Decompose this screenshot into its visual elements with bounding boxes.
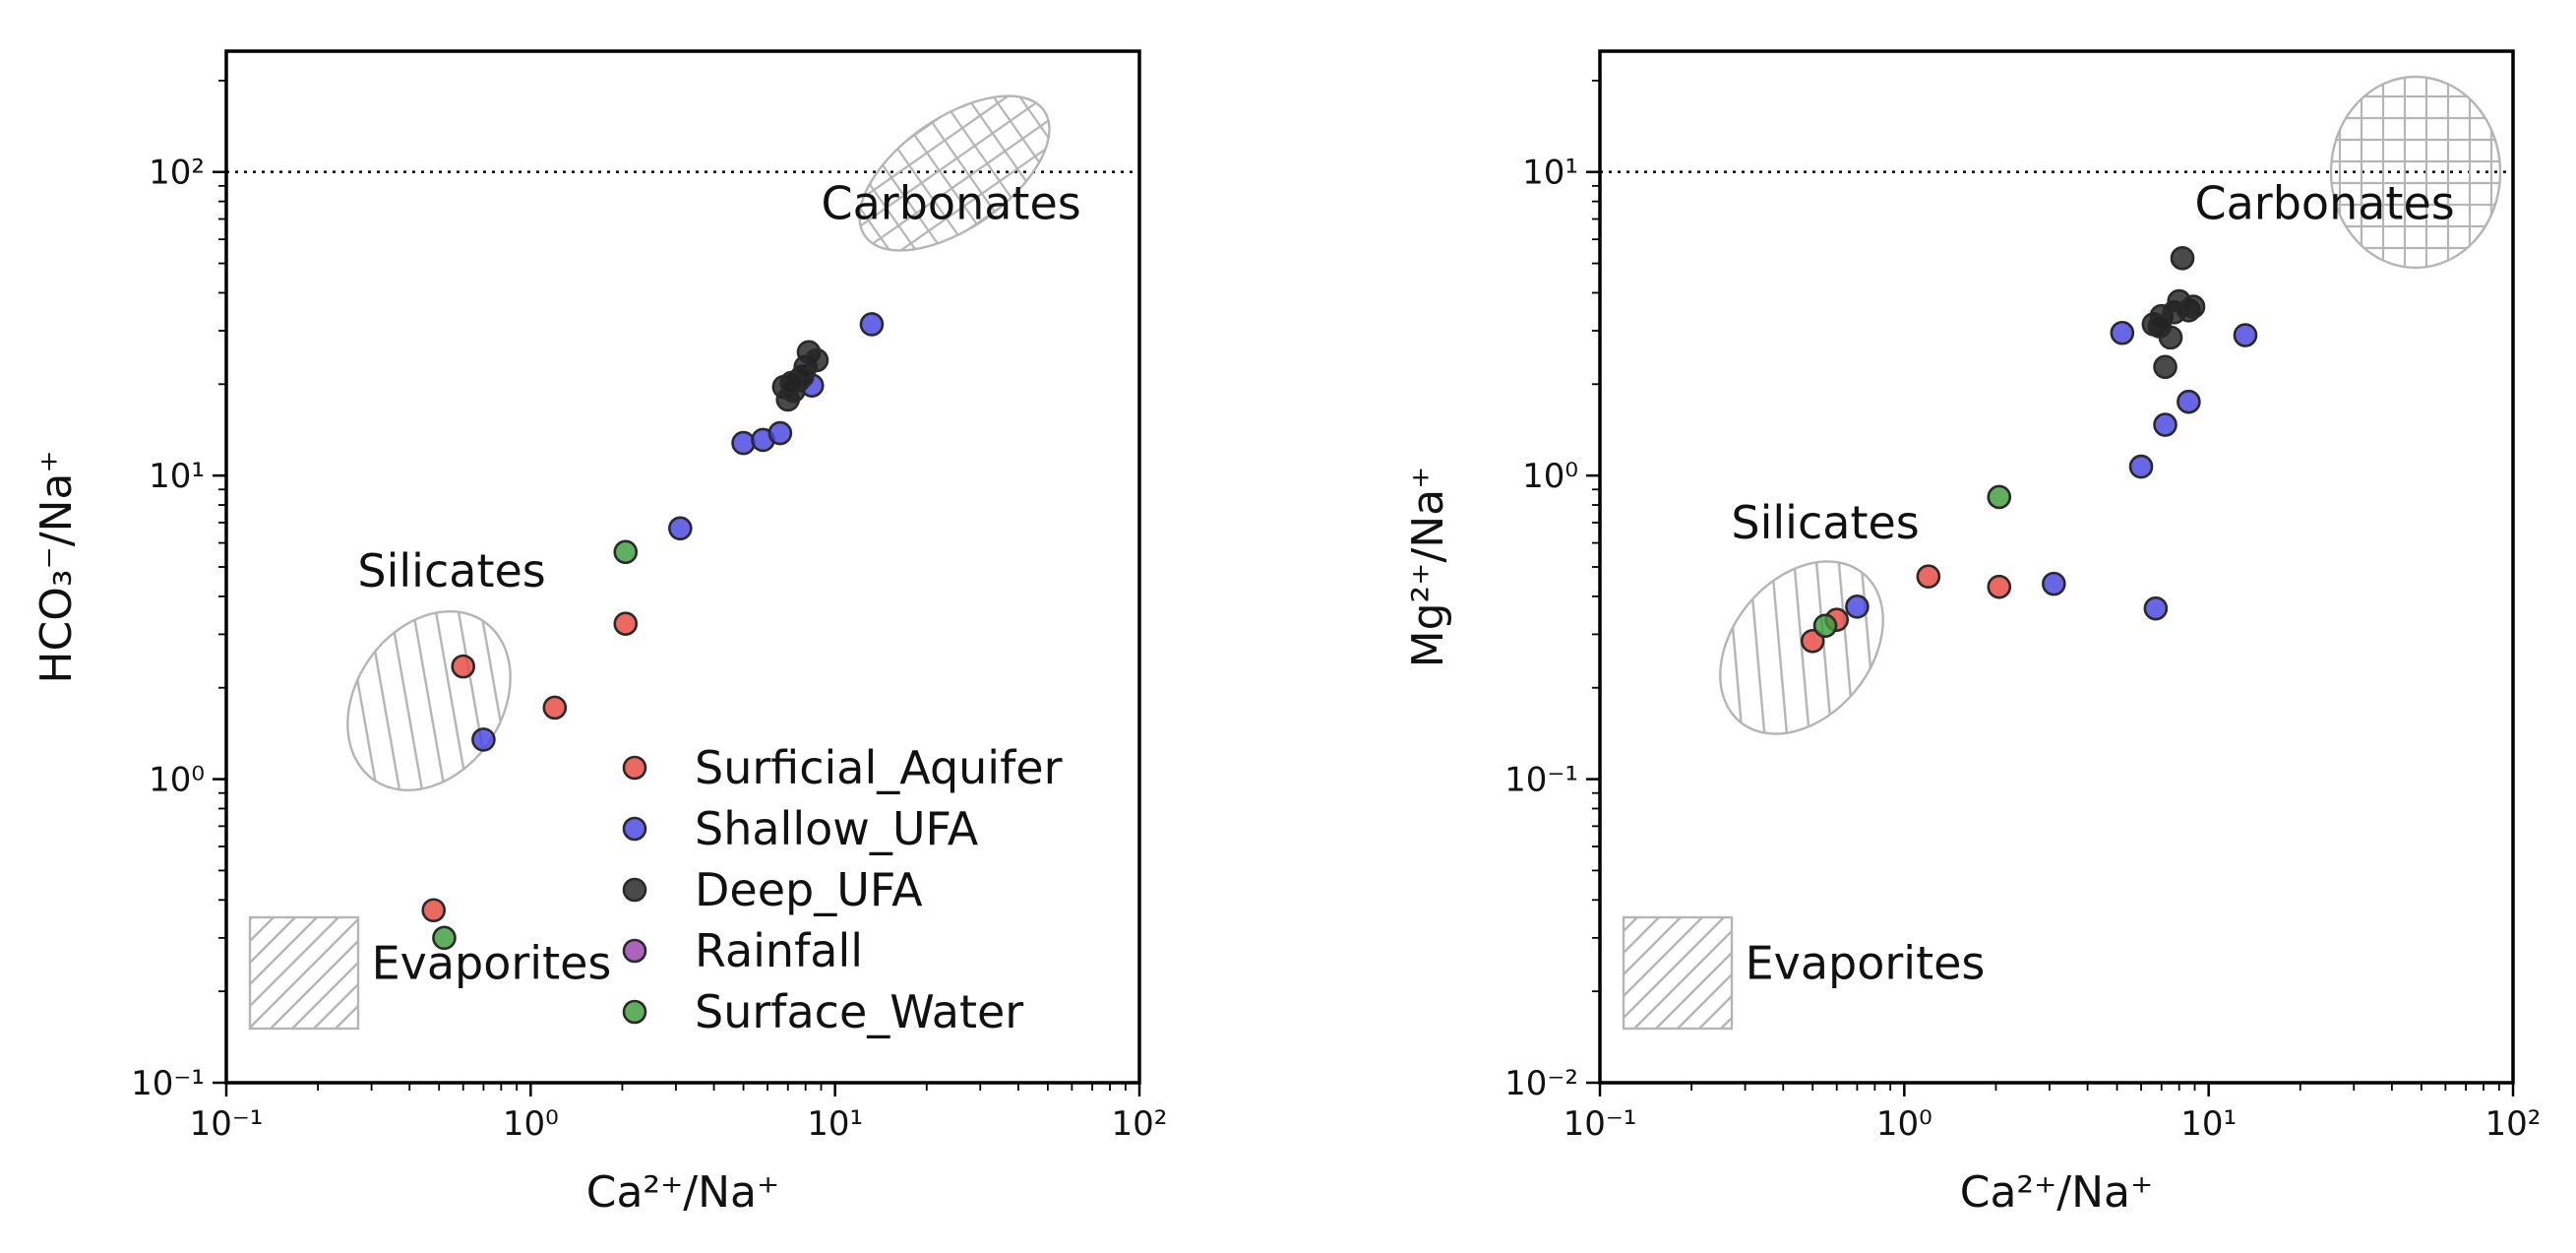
silicates-region bbox=[346, 609, 512, 792]
data-point-surficial-aquifer bbox=[451, 654, 476, 679]
data-point-shallow-ufa bbox=[2143, 595, 2169, 621]
y-tick-label: 10⁰ bbox=[1522, 457, 1578, 496]
data-point-surface-water bbox=[432, 925, 457, 951]
data-point-deep-ufa bbox=[2147, 314, 2173, 339]
axis-ticks: 10⁻¹ 10⁰ 10¹ 10² 10⁻¹ 10⁰ 10¹ 10² bbox=[131, 79, 1168, 1144]
legend: Surficial_Aquifer Shallow_UFA Deep_UFA Rain… bbox=[622, 741, 1063, 1038]
data-point-shallow-ufa bbox=[767, 420, 793, 446]
x-tick-label: 10⁻¹ bbox=[1564, 1104, 1637, 1144]
carbonates-label: Carbonates bbox=[822, 177, 1081, 230]
data-points bbox=[1800, 246, 2258, 654]
data-point-shallow-ufa bbox=[1845, 595, 1870, 619]
x-tick-label: 10⁰ bbox=[503, 1104, 559, 1144]
chart-panel-right: Carbonates Silicates Evaporites 10⁻¹ 10⁰ 1… bbox=[1403, 49, 2542, 1218]
data-point-deep-ufa bbox=[2180, 294, 2206, 319]
data-point-shallow-ufa bbox=[2042, 571, 2066, 596]
x-tick-label: 10¹ bbox=[807, 1104, 863, 1144]
x-tick-label: 10⁻¹ bbox=[190, 1104, 264, 1144]
x-axis-label: Ca²⁺/Na⁺ bbox=[1960, 1167, 2153, 1218]
data-point-surficial-aquifer bbox=[1916, 564, 1941, 590]
y-tick-label: 10⁰ bbox=[149, 761, 205, 800]
data-point-deep-ufa bbox=[804, 347, 829, 373]
evaporites-label: Evaporites bbox=[372, 936, 612, 989]
data-point-shallow-ufa bbox=[859, 312, 885, 337]
silicates-region bbox=[1719, 560, 1884, 735]
x-tick-label: 10⁰ bbox=[1876, 1104, 1932, 1144]
evaporites-region bbox=[1622, 915, 1734, 1031]
regions bbox=[248, 94, 1051, 1031]
data-point-deep-ufa bbox=[2153, 354, 2177, 380]
data-point-shallow-ufa bbox=[2233, 323, 2258, 347]
data-point-surficial-aquifer bbox=[421, 898, 447, 923]
legend-marker-shallow-ufa bbox=[622, 816, 647, 842]
carbonates-label: Carbonates bbox=[2195, 177, 2455, 230]
evaporites-label: Evaporites bbox=[1746, 936, 1986, 989]
evaporites-region bbox=[248, 915, 360, 1031]
y-axis-label: HCO₃⁻/Na⁺ bbox=[31, 450, 82, 683]
legend-marker-surface-water bbox=[622, 999, 647, 1025]
data-point-surficial-aquifer bbox=[1987, 574, 2012, 599]
legend-label: Deep_UFA bbox=[695, 863, 923, 916]
y-tick-label: 10⁻¹ bbox=[131, 1064, 205, 1103]
legend-marker-surficial-aquifer bbox=[622, 755, 647, 781]
y-tick-label: 10² bbox=[149, 154, 205, 193]
legend-label: Rainfall bbox=[695, 924, 863, 977]
legend-label: Shallow_UFA bbox=[695, 802, 979, 855]
data-point-shallow-ufa bbox=[2110, 320, 2135, 345]
y-tick-label: 10¹ bbox=[149, 457, 205, 496]
data-point-surface-water bbox=[613, 539, 639, 565]
data-point-shallow-ufa bbox=[2128, 454, 2154, 479]
legend-marker-rainfall bbox=[622, 938, 647, 964]
data-point-shallow-ufa bbox=[731, 430, 756, 456]
y-axis-label: Mg²⁺/Na⁺ bbox=[1403, 467, 1453, 668]
legend-marker-deep-ufa bbox=[622, 877, 647, 903]
carbonates-region bbox=[858, 94, 1051, 252]
data-points bbox=[421, 312, 885, 951]
y-tick-label: 10¹ bbox=[1522, 154, 1578, 193]
data-point-shallow-ufa bbox=[471, 727, 496, 752]
y-tick-label: 10⁻¹ bbox=[1504, 761, 1578, 800]
x-tick-label: 10² bbox=[1112, 1104, 1168, 1144]
data-point-surficial-aquifer bbox=[542, 695, 568, 720]
data-point-shallow-ufa bbox=[2153, 412, 2177, 437]
silicates-label: Silicates bbox=[1731, 496, 1919, 549]
regions bbox=[1622, 75, 2502, 1031]
x-axis-label: Ca²⁺/Na⁺ bbox=[586, 1167, 779, 1218]
silicates-label: Silicates bbox=[357, 544, 545, 597]
data-point-deep-ufa bbox=[2170, 246, 2195, 271]
x-tick-label: 10² bbox=[2485, 1104, 2542, 1144]
x-tick-label: 10¹ bbox=[2180, 1104, 2237, 1144]
data-point-deep-ufa bbox=[779, 370, 804, 396]
data-point-surface-water bbox=[1987, 484, 2012, 510]
carbonates-region bbox=[2329, 75, 2502, 270]
legend-label: Surficial_Aquifer bbox=[695, 741, 1063, 794]
data-point-surface-water bbox=[1812, 613, 1838, 639]
chart-panel-left: Carbonates Silicates Evaporites Surficia… bbox=[31, 49, 1168, 1218]
data-point-shallow-ufa bbox=[2177, 389, 2201, 414]
data-point-surficial-aquifer bbox=[1800, 628, 1825, 654]
data-point-shallow-ufa bbox=[668, 516, 693, 541]
data-point-surficial-aquifer bbox=[613, 611, 639, 637]
legend-label: Surface_Water bbox=[695, 985, 1023, 1038]
y-tick-label: 10⁻² bbox=[1504, 1064, 1578, 1103]
